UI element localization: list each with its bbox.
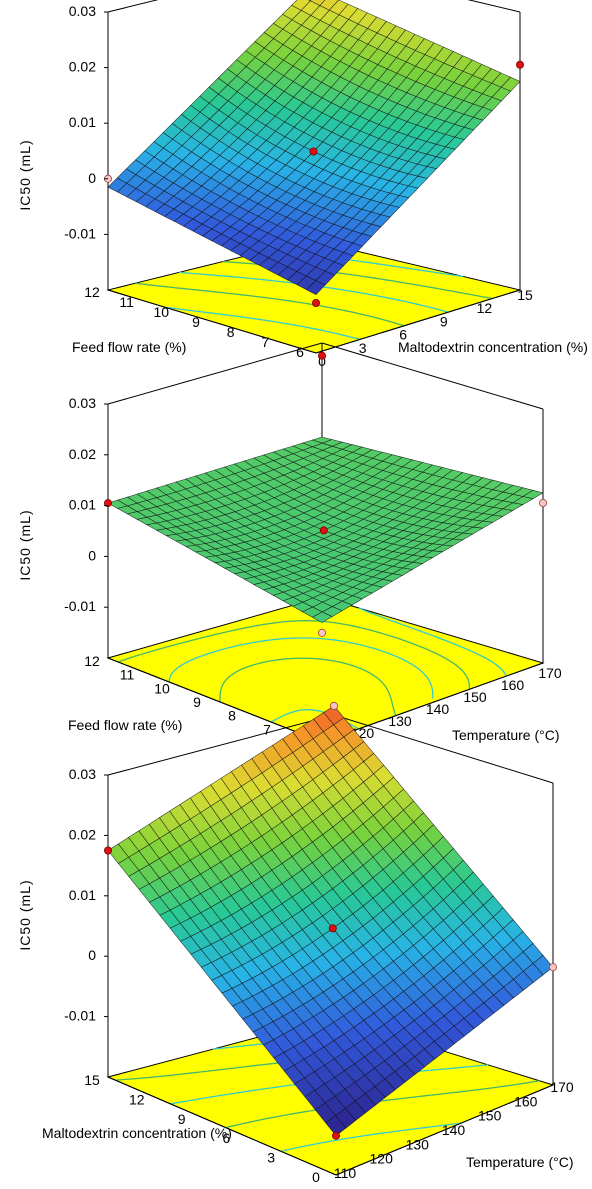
design-point-marker <box>309 147 318 156</box>
z-tick-label: 0.01 <box>69 114 96 130</box>
x-axis-label: Maltodextrin concentration (%) <box>42 1125 232 1141</box>
design-point-marker <box>329 701 338 710</box>
x-tick-label: 6 <box>223 1130 231 1146</box>
top-back-right-line <box>321 342 544 410</box>
surface-cell <box>325 1115 347 1137</box>
design-points <box>104 60 525 307</box>
x-tick-label: 9 <box>192 314 200 330</box>
x-tick-label: 12 <box>84 653 100 669</box>
surface-cell <box>311 611 333 623</box>
z-tick-label: 0.02 <box>69 446 96 462</box>
floor-front-edges <box>107 289 521 354</box>
design-point-marker <box>516 60 525 69</box>
y-tick-label: 150 <box>463 689 487 705</box>
z-axis-label: IC50 (mL) <box>17 139 33 210</box>
floor-front-edges <box>107 1076 554 1176</box>
z-tick-label: 0.03 <box>69 766 96 782</box>
top-back-right-line <box>333 714 554 784</box>
x-tick-label: 10 <box>154 304 170 320</box>
z-tick-label: 0.02 <box>69 59 96 75</box>
floor-contour-line <box>280 1122 462 1152</box>
design-point-marker <box>328 924 337 933</box>
x-tick-label: 11 <box>120 667 135 683</box>
z-axis-label: IC50 (mL) <box>17 879 33 950</box>
x-tick-label: 6 <box>296 344 304 360</box>
design-point-marker <box>539 498 548 507</box>
y-axis-label: Temperature (°C) <box>452 727 560 743</box>
floor-contour-line <box>358 607 507 677</box>
y-tick-label: 120 <box>370 1151 394 1167</box>
z-tick-label: 0.03 <box>69 395 96 411</box>
top-back-left-line <box>107 342 323 405</box>
x-tick-label: 12 <box>84 284 100 300</box>
surface-cell <box>306 280 326 295</box>
y-tick-label: 110 <box>334 1165 357 1181</box>
z-tick-label: -0.01 <box>64 225 96 241</box>
y-axis-label: Temperature (°C) <box>466 1154 574 1170</box>
x-tick-label: 15 <box>84 1072 100 1088</box>
response-surface-mesh <box>107 436 544 623</box>
z-tick-label: -0.01 <box>64 1008 96 1024</box>
x-tick-label: 3 <box>267 1150 275 1166</box>
floor-contour-line <box>168 637 434 699</box>
floor-contour-line <box>117 620 471 690</box>
y-tick-label: 160 <box>514 1093 538 1109</box>
design-points <box>104 701 558 1140</box>
top-back-right-line <box>467 0 521 13</box>
z-tick-label: 0 <box>88 170 96 186</box>
z-tick-label: 0.01 <box>69 887 96 903</box>
z-tick-label: 0 <box>88 547 96 563</box>
x-tick-label: 8 <box>227 324 235 340</box>
surface-panel-1: 0.030.020.010-0.01121110987603691215IC50… <box>17 0 588 369</box>
x-tick-label: 9 <box>178 1111 186 1127</box>
y-tick-label: 130 <box>406 1136 430 1152</box>
design-points <box>104 351 548 637</box>
x-tick-label: 9 <box>193 694 201 710</box>
design-point-marker <box>549 963 558 972</box>
y-tick-label: 15 <box>517 287 533 303</box>
y-tick-label: 170 <box>538 665 562 681</box>
response-surface-mesh <box>107 0 521 295</box>
x-tick-label: 7 <box>261 334 269 350</box>
design-point-marker <box>104 499 113 508</box>
y-tick-label: 130 <box>388 713 412 729</box>
y-axis-label: Maltodextrin concentration (%) <box>398 339 588 355</box>
response-surface-mesh <box>107 705 554 1137</box>
design-point-marker <box>104 846 113 855</box>
surface-panel-2: 0.030.020.010-0.011211109876110120130140… <box>17 342 562 753</box>
z-tick-label: 0.02 <box>69 826 96 842</box>
z-tick-label: 0.01 <box>69 497 96 513</box>
y-tick-label: 150 <box>478 1108 502 1124</box>
y-tick-label: 140 <box>426 701 450 717</box>
y-tick-label: 160 <box>501 677 525 693</box>
x-tick-label: 10 <box>154 680 170 696</box>
z-tick-label: 0 <box>88 947 96 963</box>
x-tick-label: 8 <box>228 708 236 724</box>
floor-contour-line <box>219 657 397 716</box>
z-axis-label: IC50 (mL) <box>17 509 33 580</box>
z-tick-label: -0.01 <box>64 598 96 614</box>
design-point-marker <box>311 298 320 307</box>
x-tick-label: 7 <box>263 721 271 737</box>
y-tick-label: 6 <box>399 327 407 343</box>
top-back-left-line <box>107 0 159 13</box>
design-point-marker <box>331 1131 340 1140</box>
top-back-left-line <box>107 714 335 776</box>
surface-panel-3: 0.03 0.02 0.01 0 -0.01 15 12 9 6 3 0 110 120 130 140 15… <box>17 701 574 1185</box>
x-axis-label: Feed flow rate (%) <box>68 717 182 733</box>
y-tick-label: 12 <box>477 300 493 316</box>
y-tick-label: 9 <box>440 313 448 329</box>
design-point-marker <box>317 351 326 360</box>
x-tick-label: 0 <box>312 1169 320 1185</box>
x-axis-label: Feed flow rate (%) <box>72 339 186 355</box>
x-tick-label: 11 <box>119 294 134 310</box>
y-tick-label: 170 <box>550 1079 574 1095</box>
design-point-marker <box>317 628 326 637</box>
x-tick-label: 12 <box>129 1091 145 1107</box>
z-tick-label: 0.03 <box>69 3 96 19</box>
y-tick-label: 140 <box>442 1122 466 1138</box>
y-tick-label: 3 <box>359 340 367 356</box>
design-point-marker <box>319 526 328 535</box>
